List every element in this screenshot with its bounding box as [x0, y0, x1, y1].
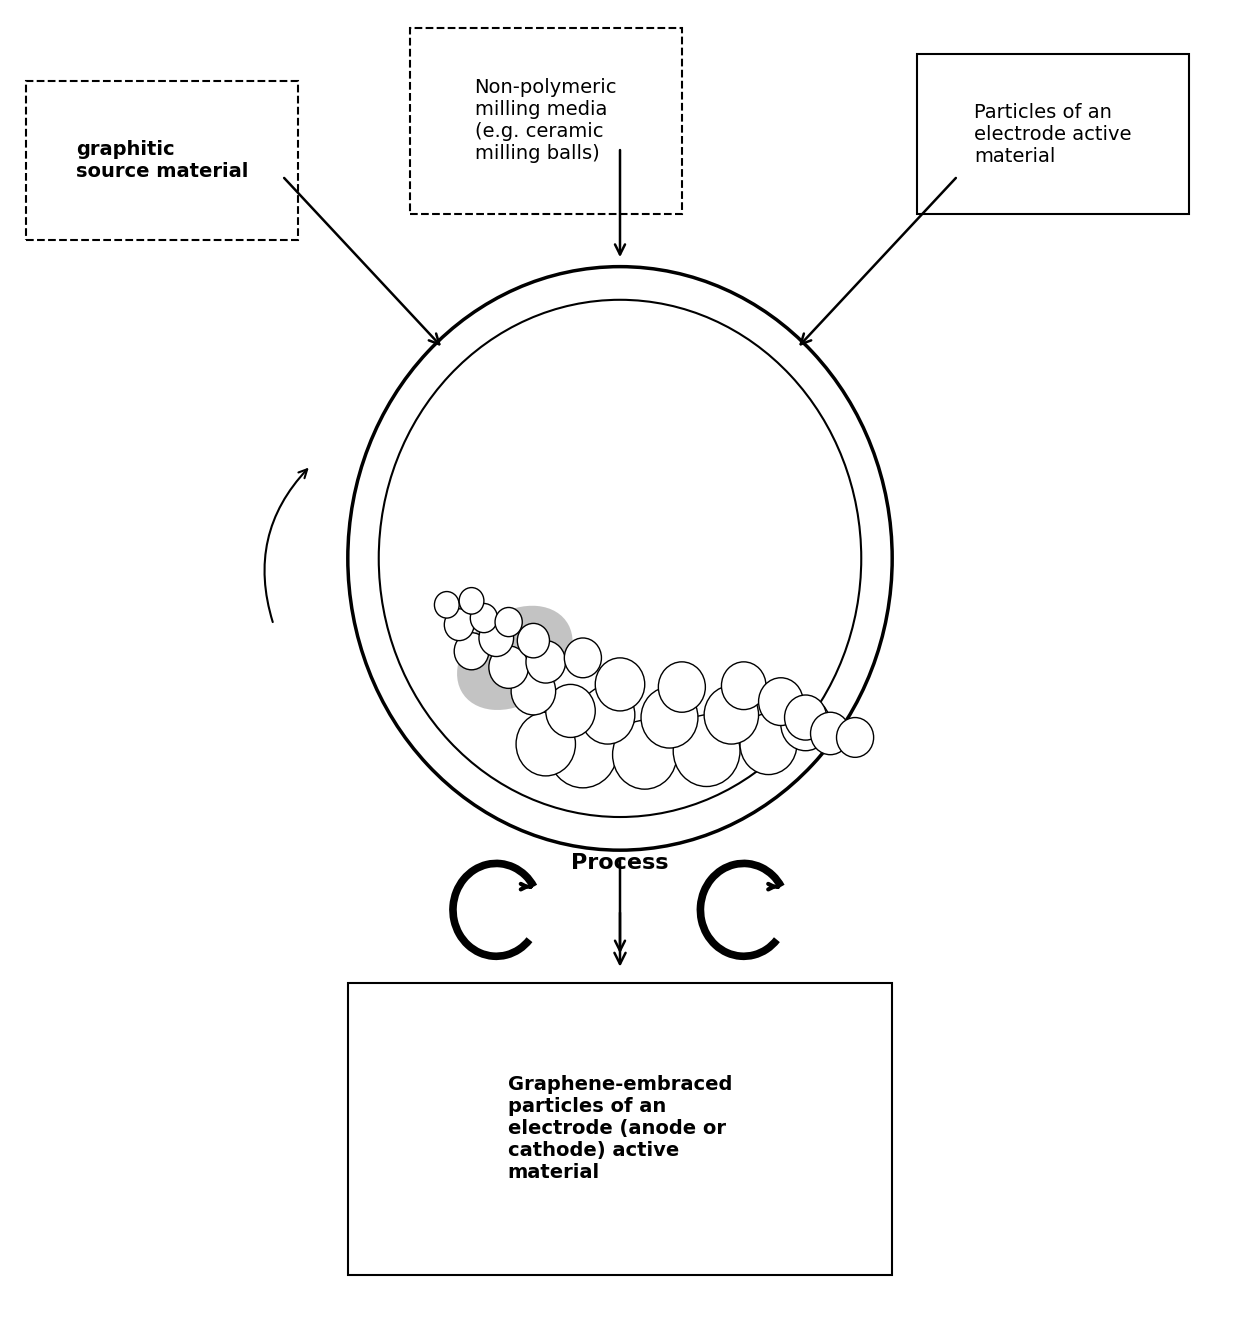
- Circle shape: [489, 646, 528, 688]
- Circle shape: [546, 684, 595, 738]
- Ellipse shape: [458, 606, 573, 710]
- Circle shape: [526, 641, 565, 683]
- Circle shape: [454, 633, 489, 670]
- Circle shape: [517, 623, 549, 658]
- Circle shape: [459, 587, 484, 614]
- Circle shape: [641, 687, 698, 748]
- Circle shape: [781, 698, 831, 751]
- Circle shape: [740, 714, 797, 775]
- Circle shape: [511, 667, 556, 715]
- Circle shape: [785, 695, 827, 740]
- Circle shape: [811, 712, 851, 755]
- Text: Non-polymeric
milling media
(e.g. ceramic
milling balls): Non-polymeric milling media (e.g. cerami…: [475, 78, 618, 163]
- Text: Graphene-embraced
particles of an
electrode (anode or
cathode) active
material: Graphene-embraced particles of an electr…: [508, 1075, 732, 1183]
- Circle shape: [658, 662, 706, 712]
- Circle shape: [516, 712, 575, 776]
- Circle shape: [548, 714, 618, 788]
- Text: Particles of an
electrode active
material: Particles of an electrode active materia…: [975, 102, 1132, 166]
- Circle shape: [673, 715, 740, 787]
- Circle shape: [580, 686, 635, 744]
- Circle shape: [704, 686, 759, 744]
- Text: Process: Process: [572, 853, 668, 873]
- Circle shape: [722, 662, 766, 710]
- Circle shape: [479, 619, 513, 657]
- Circle shape: [837, 718, 874, 758]
- Circle shape: [495, 607, 522, 637]
- Circle shape: [444, 609, 474, 641]
- Circle shape: [595, 658, 645, 711]
- Circle shape: [564, 638, 601, 678]
- Circle shape: [613, 720, 677, 789]
- Text: graphitic
source material: graphitic source material: [76, 140, 248, 181]
- Circle shape: [470, 603, 497, 633]
- Circle shape: [759, 678, 804, 726]
- Circle shape: [434, 591, 459, 618]
